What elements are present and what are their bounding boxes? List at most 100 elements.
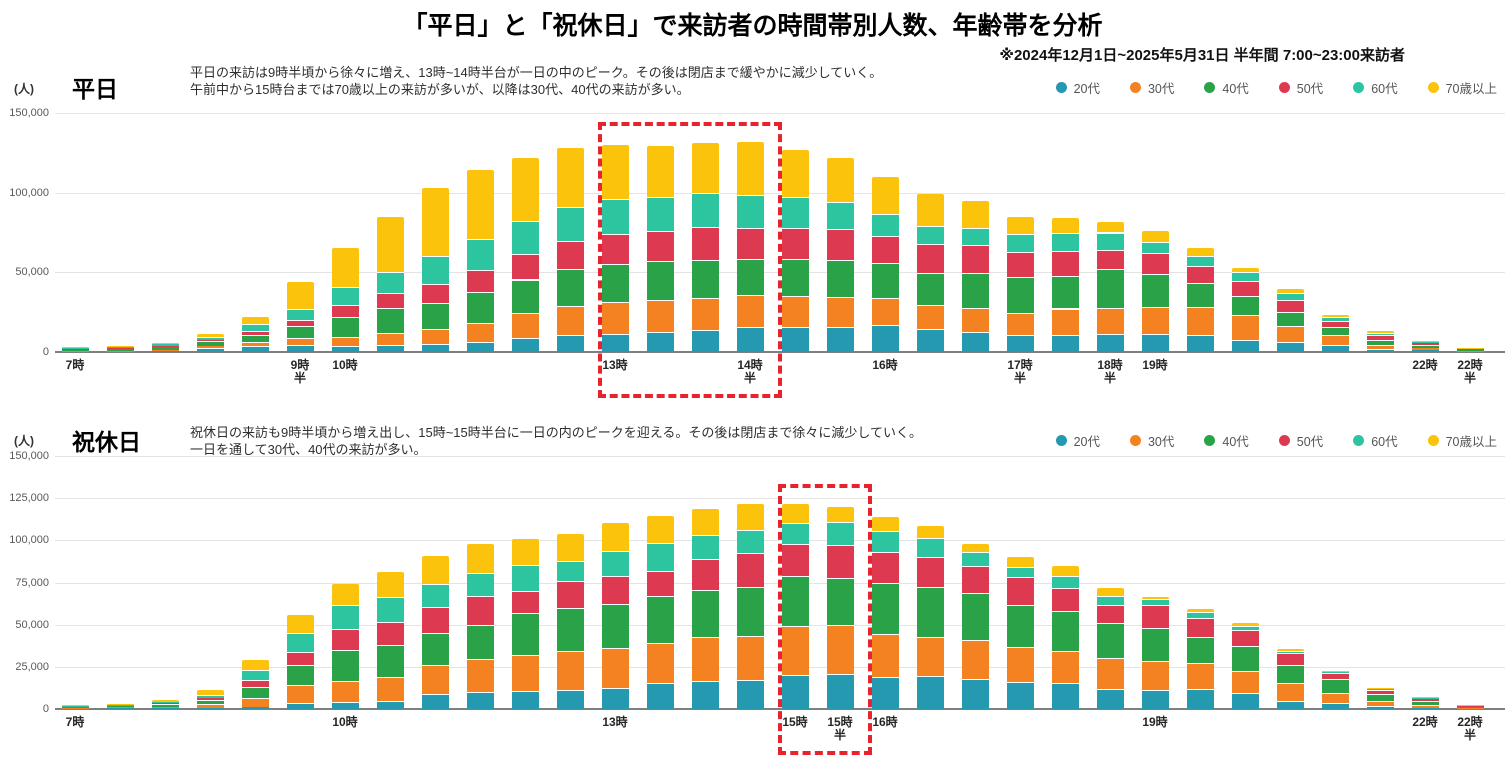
bar-segment-10時半-50代 (376, 293, 404, 309)
section-label-holiday: 祝休日 (72, 429, 141, 455)
bar-segment-21時-30代 (1321, 692, 1349, 704)
bar-segment-13時-60代 (601, 551, 629, 576)
bar-segment-11時半-70歳以上 (466, 170, 494, 239)
bar-segment-22時-40代 (1411, 345, 1439, 349)
bar-segment-12時-20代 (511, 337, 539, 352)
bar-segment-10時半-70歳以上 (376, 571, 404, 597)
bar-segment-22時-20代 (1411, 350, 1439, 352)
bar-segment-17時-20代 (961, 679, 989, 709)
bar-segment-11時-30代 (421, 665, 449, 694)
bar-segment-16時-40代 (871, 582, 899, 635)
bar-segment-16時-60代 (871, 531, 899, 552)
peak-highlight-box (598, 122, 782, 398)
bar-segment-8時-70歳以上 (151, 700, 179, 703)
y-axis-tick-label: 150,000 (9, 450, 49, 462)
legend-dot-icon (1055, 435, 1067, 446)
bar-segment-17時半-50代 (1006, 251, 1034, 278)
bar-segment-17時-70歳以上 (961, 201, 989, 228)
bar-segment-7時-50代 (61, 348, 89, 350)
bar-segment-22時半-40代 (1456, 706, 1484, 708)
bar-segment-22時半-40代 (1456, 349, 1484, 351)
bar-segment-16時-70歳以上 (871, 176, 899, 214)
bar-segment-13時-50代 (601, 234, 629, 264)
legend-label: 70歳以上 (1445, 435, 1497, 449)
bar-segment-18時-20代 (1051, 683, 1079, 709)
bar-segment-11時半-50代 (466, 595, 494, 625)
bar-segment-12時半-20代 (556, 335, 584, 352)
bar-segment-14時-40代 (691, 590, 719, 638)
legend-label: 20代 (1073, 82, 1100, 96)
bar-segment-12時-50代 (511, 591, 539, 613)
bar-segment-22時半-20代 (1456, 708, 1484, 709)
bar-segment-11時-50代 (421, 606, 449, 633)
bar-segment-15時半-40代 (826, 259, 854, 297)
bar-segment-12時-20代 (511, 691, 539, 709)
bar-segment-19時-40代 (1141, 273, 1169, 307)
x-axis-tick-label-7時: 7時 (65, 358, 85, 372)
legend-dot-icon (1353, 435, 1365, 446)
bar-segment-11時-20代 (421, 344, 449, 352)
bar-segment-9時半-20代 (286, 703, 314, 709)
bar-segment-18時-70歳以上 (1051, 218, 1079, 234)
bar-segment-14時-60代 (691, 192, 719, 227)
bar-segment-13時-70歳以上 (601, 523, 629, 552)
description-holiday: 祝休日の来訪も9時半頃から増え出し、15時~15時半台に一日の内のピークを迎える… (190, 424, 922, 458)
x-axis-tick-label-16時: 16時 (872, 715, 898, 729)
bar-segment-19時-50代 (1141, 252, 1169, 274)
bar-segment-9時半-70歳以上 (286, 615, 314, 634)
bar-segment-19時-20代 (1141, 333, 1169, 352)
legend-label: 50代 (1296, 435, 1324, 449)
legend-dot-icon (1353, 82, 1365, 93)
x-axis-tick-label-9時半: 9時半 (290, 358, 310, 385)
bar-segment-18時-30代 (1051, 651, 1079, 684)
legend-dot-icon (1204, 435, 1216, 446)
bar-segment-14時半-40代 (736, 587, 764, 637)
bar-segment-14時半-20代 (736, 679, 764, 709)
legend-item-30代: 30代 (1129, 431, 1174, 450)
bar-segment-10時-60代 (331, 287, 359, 305)
bar-segment-17時-40代 (961, 272, 989, 308)
legend-dot-icon (1055, 82, 1067, 93)
bar-segment-9時-60代 (241, 670, 269, 680)
bar-segment-12時半-70歳以上 (556, 148, 584, 207)
y-axis-tick-label: 50,000 (15, 618, 49, 631)
bar-segment-14時半-20代 (736, 326, 764, 352)
legend-label: 20代 (1073, 435, 1100, 449)
bar-segment-17時-40代 (961, 593, 989, 640)
bar-segment-7時-40代 (61, 706, 89, 708)
bar-segment-20時-60代 (1231, 626, 1259, 630)
bar-segment-10時-60代 (331, 604, 359, 629)
bar-segment-9時-60代 (241, 324, 269, 331)
bar-segment-8時-70歳以上 (151, 343, 179, 345)
bar-segment-7時半-70歳以上 (106, 346, 134, 347)
bar-segment-11時-60代 (421, 255, 449, 284)
bar-segment-19時-60代 (1141, 599, 1169, 605)
bar-segment-19時半-60代 (1186, 611, 1214, 619)
bar-segment-22時半-70歳以上 (1456, 704, 1484, 706)
bar-segment-20時-40代 (1231, 296, 1259, 316)
bar-segment-17時半-70歳以上 (1006, 557, 1034, 567)
bar-segment-8時半-30代 (196, 346, 224, 349)
x-axis-tick-label-15時: 15時 (782, 715, 808, 729)
bar-segment-18時半-20代 (1096, 688, 1124, 709)
bar-segment-7時半-20代 (106, 708, 134, 709)
bar-segment-20時半-40代 (1276, 664, 1304, 683)
bar-segment-8時半-50代 (196, 339, 224, 342)
bar-segment-13時半-60代 (646, 543, 674, 571)
bar-segment-14時半-60代 (736, 195, 764, 228)
bar-segment-18時-20代 (1051, 334, 1079, 352)
bar-segment-12時半-30代 (556, 305, 584, 336)
bar-segment-20時-20代 (1231, 340, 1259, 352)
bar-segment-16時-70歳以上 (871, 517, 899, 532)
y-axis-tick-label: 25,000 (15, 660, 49, 673)
bar-segment-11時半-20代 (466, 692, 494, 709)
holiday-stacked-bar-chart: 0 25,000 50,000 75,000 100,000 125,000 150,000… (9, 450, 1505, 755)
bar-segment-16時半-70歳以上 (916, 194, 944, 227)
x-axis-tick-label-17時半: 17時半 (1007, 358, 1033, 385)
x-axis-tick-label-7時: 7時 (65, 715, 85, 729)
bar-segment-21時半-40代 (1366, 693, 1394, 701)
bar-segment-17時-70歳以上 (961, 543, 989, 553)
bar-segment-9時半-50代 (286, 651, 314, 665)
bar-segment-10時-70歳以上 (331, 248, 359, 288)
bar-segment-22時-30代 (1411, 705, 1439, 708)
